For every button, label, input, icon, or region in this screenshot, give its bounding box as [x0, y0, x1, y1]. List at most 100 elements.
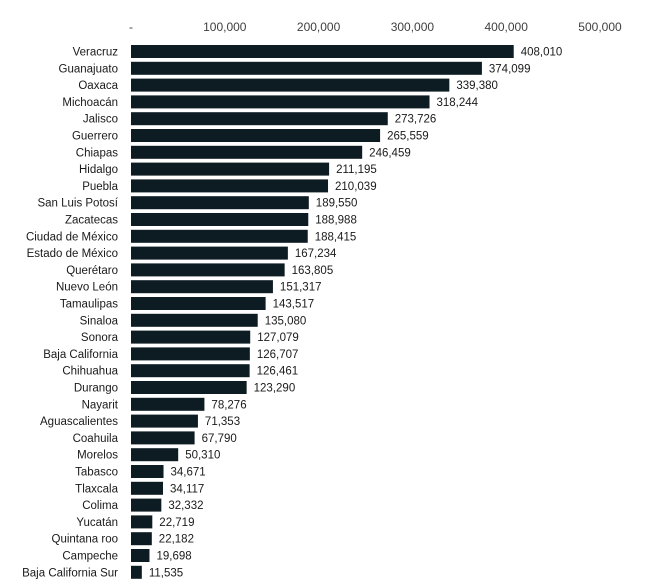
- category-label: Oaxaca: [78, 80, 118, 92]
- category-label: San Luis Potosí: [37, 198, 118, 210]
- category-label: Guerrero: [72, 131, 118, 143]
- data-label: 408,010: [521, 47, 563, 59]
- x-tick-label: 100,000: [203, 20, 247, 34]
- bar: [131, 549, 150, 562]
- bar: [131, 196, 309, 210]
- data-label: 50,310: [185, 450, 220, 462]
- category-label: Quintana roo: [52, 534, 119, 546]
- bar: [131, 465, 164, 478]
- bar: [131, 162, 330, 176]
- data-label: 22,182: [159, 534, 194, 546]
- bar: [131, 431, 195, 445]
- data-label: 167,234: [295, 248, 337, 260]
- category-label: Ciudad de México: [26, 231, 118, 243]
- category-label: Hidalgo: [79, 164, 118, 176]
- bar: [131, 246, 288, 260]
- data-label: 265,559: [387, 131, 429, 143]
- category-label: Veracruz: [73, 47, 119, 59]
- data-label: 126,707: [257, 349, 299, 361]
- data-label: 67,790: [202, 433, 237, 445]
- category-label: Tamaulipas: [60, 299, 118, 311]
- category-label: Baja California: [43, 349, 118, 361]
- data-label: 151,317: [280, 282, 322, 294]
- bar: [131, 313, 258, 327]
- data-label: 318,244: [437, 97, 479, 109]
- data-label: 374,099: [489, 63, 531, 75]
- category-label: Nayarit: [82, 399, 119, 411]
- category-label: Sonora: [81, 332, 119, 344]
- bar: [131, 397, 205, 411]
- x-tick-label: 300,000: [391, 20, 435, 34]
- category-label: Zacatecas: [65, 215, 118, 227]
- category-label: Jalisco: [83, 114, 118, 126]
- category-label: Tlaxcala: [75, 483, 118, 495]
- x-tick-label: -: [129, 20, 133, 34]
- data-label: 211,195: [336, 164, 377, 176]
- x-tick-label: 400,000: [485, 20, 529, 34]
- category-label: Michoacán: [62, 97, 118, 109]
- data-label: 273,726: [395, 114, 437, 126]
- bar: [131, 565, 142, 579]
- data-label: 163,805: [292, 265, 334, 277]
- data-label: 143,517: [273, 299, 315, 311]
- bar: [131, 481, 164, 495]
- data-label: 126,461: [257, 366, 299, 378]
- category-label: Baja California Sur: [22, 567, 118, 579]
- data-label: 71,353: [205, 416, 240, 428]
- x-tick-label: 500,000: [578, 20, 622, 34]
- category-label: Estado de México: [27, 248, 118, 260]
- category-label: Guanajuato: [59, 63, 118, 75]
- data-label: 339,380: [456, 80, 498, 92]
- data-label: 188,988: [315, 215, 357, 227]
- category-label: Aguascalientes: [40, 416, 118, 428]
- bar: [131, 532, 152, 546]
- data-label: 11,535: [149, 567, 183, 579]
- bar: [131, 213, 309, 226]
- x-tick-label: 200,000: [297, 20, 341, 34]
- category-label: Tabasco: [75, 467, 118, 479]
- data-label: 19,698: [156, 551, 191, 563]
- data-label: 34,117: [170, 483, 204, 495]
- category-label: Colima: [82, 500, 118, 512]
- data-label: 78,276: [211, 399, 246, 411]
- bar: [131, 330, 251, 344]
- bar: [131, 364, 250, 378]
- bar: [131, 61, 482, 75]
- data-label: 189,550: [316, 198, 358, 210]
- data-label: 127,079: [257, 332, 299, 344]
- category-label: Nuevo León: [56, 282, 118, 294]
- category-label: Chihuahua: [62, 366, 118, 378]
- category-label: Chiapas: [76, 147, 118, 159]
- bar: [131, 297, 266, 310]
- bar: [131, 263, 285, 277]
- bar: [131, 414, 198, 428]
- category-label: Campeche: [62, 551, 118, 563]
- bar: [131, 78, 450, 92]
- bar: [131, 229, 308, 243]
- bar: [131, 145, 363, 159]
- category-label: Querétaro: [66, 265, 118, 277]
- data-label: 123,290: [254, 383, 296, 395]
- data-label: 22,719: [159, 517, 194, 529]
- bar: [131, 381, 247, 394]
- category-label: Puebla: [82, 181, 118, 193]
- category-label: Yucatán: [76, 517, 118, 529]
- bar: [131, 347, 250, 361]
- bar: [131, 95, 430, 109]
- data-label: 32,332: [168, 500, 203, 512]
- category-label: Coahuila: [73, 433, 119, 445]
- data-label: 210,039: [335, 181, 377, 193]
- data-label: 34,671: [171, 467, 206, 479]
- category-label: Morelos: [77, 450, 118, 462]
- category-label: Sinaloa: [80, 315, 119, 327]
- data-label: 188,415: [315, 231, 357, 243]
- bar: [131, 45, 514, 58]
- bar: [131, 129, 381, 142]
- data-label: 135,080: [265, 315, 307, 327]
- bar: [131, 179, 329, 193]
- bar: [131, 515, 153, 529]
- data-label: 246,459: [369, 147, 411, 159]
- bar: [131, 498, 162, 512]
- bar: [131, 280, 273, 294]
